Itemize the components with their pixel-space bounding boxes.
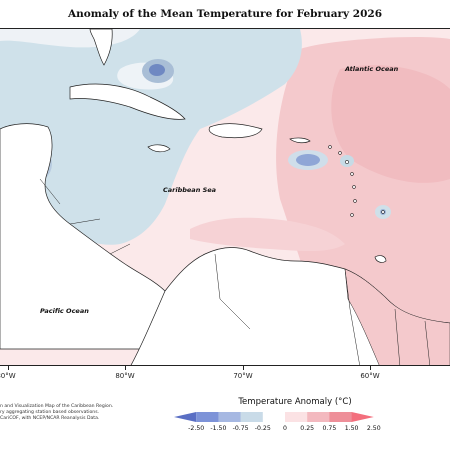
legend-label: -1.50 bbox=[210, 425, 227, 432]
border-6 bbox=[394, 308, 401, 365]
island-6 bbox=[353, 199, 357, 203]
warm-anomaly-guianas bbox=[344, 268, 450, 365]
tick-mark-1 bbox=[125, 365, 126, 370]
border-3 bbox=[109, 243, 131, 255]
legend-label: 2.50 bbox=[366, 425, 381, 432]
legend-label: 0.25 bbox=[300, 425, 315, 432]
atlantic-ocean-label: Atlantic Ocean bbox=[345, 65, 399, 73]
legend-label: -0.25 bbox=[254, 425, 271, 432]
border-5 bbox=[344, 268, 360, 365]
cool-anomaly-northwest bbox=[0, 29, 302, 245]
border-2 bbox=[69, 218, 101, 225]
longitude-tick-2: 70°W bbox=[233, 372, 253, 380]
legend-swatch bbox=[218, 412, 241, 422]
legend-swatch bbox=[240, 412, 264, 422]
island-4 bbox=[350, 172, 354, 176]
island-barbados bbox=[381, 210, 385, 214]
island-3 bbox=[345, 160, 349, 164]
island-1 bbox=[328, 145, 332, 149]
tick-mark-3 bbox=[370, 365, 371, 370]
island-2 bbox=[338, 151, 342, 155]
border-7 bbox=[424, 320, 431, 365]
legend-swatch bbox=[307, 412, 330, 422]
land-jamaica bbox=[147, 144, 171, 153]
island-5 bbox=[352, 185, 356, 189]
longitude-tick-1: 80°W bbox=[115, 372, 135, 380]
land-trinidad bbox=[374, 255, 387, 263]
land-hispaniola bbox=[208, 123, 263, 139]
cool-cell-puertorico-core bbox=[296, 154, 320, 166]
legend-swatch bbox=[285, 412, 308, 422]
map-title: Anomaly of the Mean Temperature for Febr… bbox=[67, 8, 383, 20]
warm-anomaly-atlantic bbox=[331, 65, 450, 183]
legend-swatch bbox=[329, 412, 352, 422]
pacific-ocean-label: Pacific Ocean bbox=[40, 307, 89, 315]
land-puertorico bbox=[289, 137, 311, 144]
anomaly-map: Atlantic Ocean Caribbean Sea Pacific Oce… bbox=[0, 28, 450, 366]
legend-label: 0 bbox=[283, 425, 287, 432]
map-svg bbox=[0, 29, 450, 365]
country-borders bbox=[39, 178, 431, 365]
tick-mark-2 bbox=[243, 365, 244, 370]
legend-label: 1.50 bbox=[344, 425, 359, 432]
border-4 bbox=[214, 253, 251, 330]
caribbean-sea-label: Caribbean Sea bbox=[163, 186, 217, 194]
tick-mark-0 bbox=[8, 365, 9, 370]
island-7 bbox=[350, 213, 354, 217]
credit-line-1: ry aggregating station based observation… bbox=[0, 410, 100, 415]
border-1 bbox=[39, 178, 61, 205]
cool-cell-bahamas-core bbox=[149, 64, 165, 76]
legend-swatch bbox=[262, 412, 286, 422]
legend-label: -0.75 bbox=[232, 425, 249, 432]
legend-colorbar bbox=[174, 412, 374, 422]
warm-band-coast bbox=[190, 217, 345, 252]
lesser-antilles bbox=[328, 145, 385, 217]
legend-label: 0.75 bbox=[322, 425, 337, 432]
credit-text: n and Visualization Map of the Caribbean… bbox=[0, 404, 135, 422]
longitude-tick-3: 60°W bbox=[360, 372, 380, 380]
legend-swatches bbox=[174, 412, 374, 422]
land-florida bbox=[89, 29, 113, 66]
longitude-tick-0: 80°W bbox=[0, 372, 16, 380]
land-cuba bbox=[69, 83, 186, 120]
legend-label: -2.50 bbox=[188, 425, 205, 432]
legend-arrow-low bbox=[174, 412, 197, 422]
legend-swatch bbox=[196, 412, 219, 422]
credit-line-0: n and Visualization Map of the Caribbean… bbox=[0, 404, 114, 409]
legend-title: Temperature Anomaly (°C) bbox=[238, 397, 352, 407]
credit-line-2: CariCOF, with NCEP/NCAR Reanalysis Data. bbox=[0, 416, 100, 421]
legend-arrow-high bbox=[351, 412, 374, 422]
